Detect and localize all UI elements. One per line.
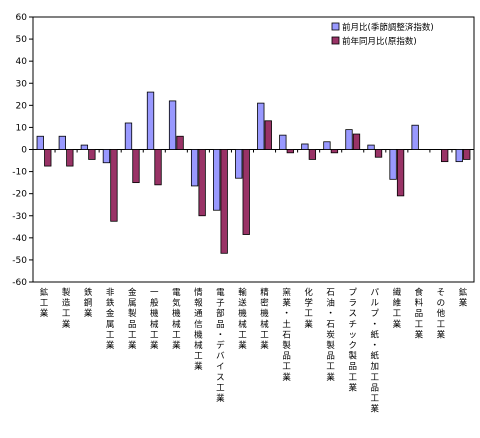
bar-yoy xyxy=(198,149,206,217)
x-category-label: 電気機械工業 xyxy=(172,288,181,351)
y-tick-label: 30 xyxy=(16,79,28,89)
bar-yoy xyxy=(330,149,339,154)
legend-swatch xyxy=(331,36,340,45)
bar-mom xyxy=(190,149,199,187)
x-category-label: 情報通信機械工業 xyxy=(194,287,203,372)
bar-mom xyxy=(367,144,375,150)
bar-mom xyxy=(455,149,463,163)
bar-yoy xyxy=(66,149,74,167)
x-category-label: 窯業・土石製品工業 xyxy=(282,287,291,383)
bar-yoy xyxy=(132,149,140,184)
category-labels: 鉱工業 製造工業 鉄鋼業 非鉄金属工業 金属製品工業 一般機械工業 電気機械工業 情報通信機械… xyxy=(40,287,468,415)
bar-yoy xyxy=(220,149,228,254)
y-tick-label: 20 xyxy=(16,101,28,111)
x-category-label: 石油・石炭製品工業 xyxy=(326,288,335,383)
bar-yoy xyxy=(352,133,361,150)
x-category-label: パルプ・紙・紙加工品工業 xyxy=(371,288,380,415)
bar-yoy xyxy=(44,149,52,167)
y-tick-label: 40 xyxy=(16,57,28,67)
bar-mom xyxy=(301,143,309,150)
bar-mom xyxy=(323,141,331,150)
bar-mom xyxy=(345,129,353,150)
bar-mom xyxy=(279,134,287,150)
y-tick-label: -60 xyxy=(12,278,27,288)
bar-yoy xyxy=(110,149,118,222)
x-category-label: 鉄鋼業 xyxy=(84,287,93,319)
x-category-label: 繊維工業 xyxy=(393,287,402,330)
x-category-label: プラスチック製品工業 xyxy=(348,288,357,393)
y-tick-label: -40 xyxy=(12,234,27,244)
bar-mom xyxy=(257,102,265,150)
y-tick-label: -50 xyxy=(12,256,27,266)
bar-mom xyxy=(36,135,44,150)
x-category-label: 化学工業 xyxy=(304,287,313,330)
y-tick-label: -10 xyxy=(12,168,27,178)
bar-mom xyxy=(124,122,133,150)
x-category-label: 鉱工業 xyxy=(40,287,49,319)
bar-yoy xyxy=(176,135,184,150)
bar-yoy xyxy=(463,149,471,160)
x-category-label: 非鉄金属工業 xyxy=(106,287,115,351)
x-category-label: その他工業 xyxy=(437,288,446,340)
x-category-label: 電子部品・デバイス工業 xyxy=(216,288,225,404)
y-tick-label: 60 xyxy=(16,13,28,23)
bar-mom xyxy=(389,149,397,180)
bar-mom xyxy=(80,144,89,150)
x-category-label: 一般機械工業 xyxy=(150,288,159,351)
bar-yoy xyxy=(396,149,405,197)
y-tick-label: -20 xyxy=(12,190,27,200)
bar-yoy xyxy=(154,149,162,186)
bar-layer xyxy=(36,91,471,254)
bar-mom xyxy=(411,124,419,150)
x-category-label: 鉱業 xyxy=(459,287,468,309)
bar-yoy xyxy=(242,149,250,235)
y-tick-label: -30 xyxy=(12,212,27,222)
legend-swatch xyxy=(331,22,340,31)
bar-yoy xyxy=(286,149,294,154)
bar-mom xyxy=(235,149,243,179)
bar-yoy xyxy=(374,149,383,158)
bar-mom xyxy=(102,149,111,164)
bar-yoy xyxy=(264,120,272,150)
x-category-label: 製造工業 xyxy=(62,287,71,330)
legend: 前月比(季節調整済指数) 前年同月比(原指数) xyxy=(331,22,434,47)
x-category-label: 輸送機械工業 xyxy=(238,287,247,351)
y-tick-label: 10 xyxy=(16,123,28,133)
x-category-label: 食料品工業 xyxy=(415,287,424,340)
legend-label: 前月比(季節調整済指数) xyxy=(342,22,434,33)
bar-mom xyxy=(168,100,177,150)
legend-label: 前年同月比(原指数) xyxy=(342,36,417,47)
y-tick-label: 0 xyxy=(21,146,27,156)
y-tick-label: 50 xyxy=(16,35,28,45)
bar-yoy xyxy=(308,149,317,160)
axis-layer: 60 50 40 30 20 10 0 -10 -20 -30 -40 -50 -60 xyxy=(12,13,475,288)
bar-yoy xyxy=(88,149,96,160)
bar-mom xyxy=(213,149,221,211)
bar-mom xyxy=(58,135,66,150)
x-category-label: 金属製品工業 xyxy=(128,287,137,351)
bar-mom xyxy=(146,91,155,150)
bar-yoy xyxy=(441,149,449,163)
x-category-label: 精密機械工業 xyxy=(260,287,269,351)
